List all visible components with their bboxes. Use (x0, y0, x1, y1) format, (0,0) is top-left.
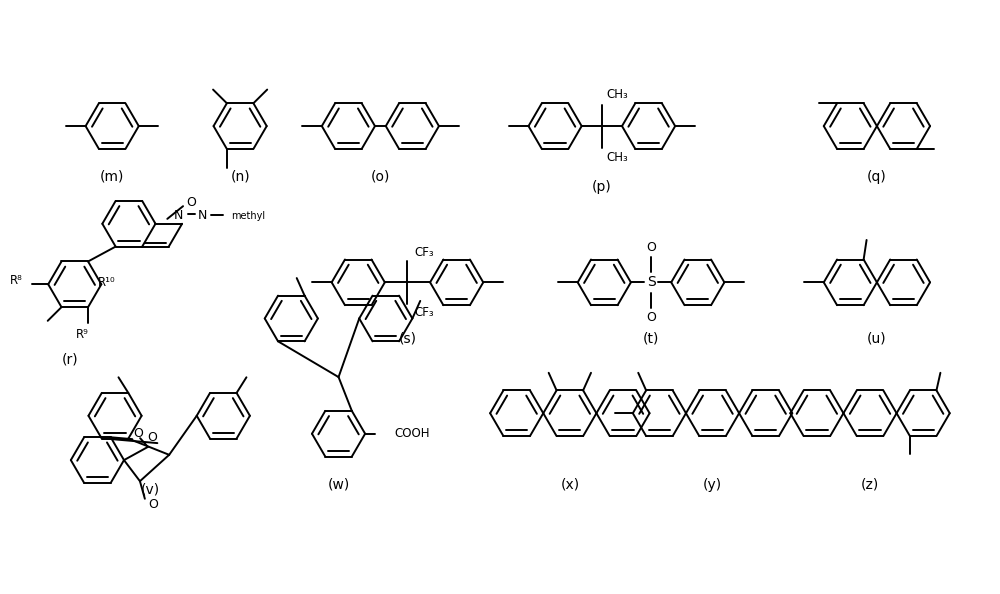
Text: (r): (r) (62, 352, 78, 366)
Text: R¹⁰: R¹⁰ (98, 276, 116, 289)
Text: methyl: methyl (231, 211, 265, 221)
Text: CH₃: CH₃ (607, 151, 629, 164)
Text: (y): (y) (703, 478, 722, 491)
Text: (u): (u) (867, 332, 887, 346)
Text: (q): (q) (867, 170, 887, 184)
Text: COOH: COOH (395, 427, 430, 440)
Text: (o): (o) (371, 170, 390, 184)
Text: (v): (v) (141, 482, 160, 497)
Text: N: N (198, 210, 207, 222)
Text: (w): (w) (327, 478, 350, 491)
Text: R⁹: R⁹ (76, 328, 89, 341)
Text: (p): (p) (592, 179, 612, 194)
Text: CF₃: CF₃ (414, 306, 434, 319)
Text: O: O (133, 427, 143, 440)
Text: (s): (s) (398, 332, 416, 346)
Text: CH₃: CH₃ (607, 89, 629, 102)
Text: S: S (647, 276, 655, 289)
Text: O: O (148, 431, 157, 444)
Text: O: O (646, 241, 656, 254)
Text: (n): (n) (230, 170, 250, 184)
Text: O: O (646, 311, 656, 324)
Text: (x): (x) (560, 478, 579, 491)
Text: (m): (m) (100, 170, 124, 184)
Text: R⁸: R⁸ (10, 274, 23, 287)
Text: O: O (148, 498, 158, 511)
Text: (z): (z) (861, 478, 879, 491)
Text: N: N (173, 210, 183, 222)
Text: O: O (186, 196, 196, 208)
Text: CF₃: CF₃ (414, 245, 434, 258)
Text: (t): (t) (643, 332, 659, 346)
